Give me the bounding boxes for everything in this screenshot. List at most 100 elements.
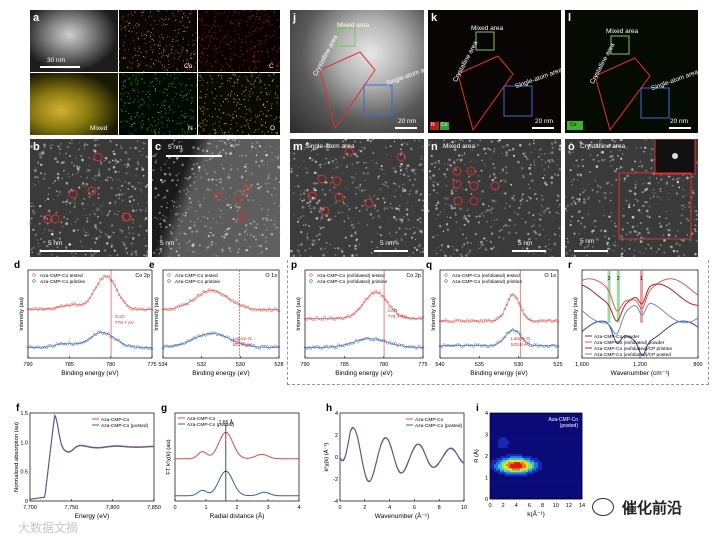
panel-k-mixed-label: Mixed area xyxy=(471,25,504,32)
chart-d-series-pristine-point xyxy=(30,345,34,349)
panel-j-scale-label: 20 nm xyxy=(398,118,417,125)
chart-i-cell xyxy=(506,413,509,416)
stem-grain-2 xyxy=(397,207,400,210)
stem-grain-0 xyxy=(128,232,131,235)
eds-dot-1 xyxy=(268,21,270,23)
stem-grain-1 xyxy=(168,173,172,176)
stem-grain-0 xyxy=(145,155,148,158)
chart-r-xtick-label: 1,600 xyxy=(575,362,589,368)
stem-grain-0 xyxy=(122,241,126,245)
chart-i-cell xyxy=(496,464,499,467)
stem-grain-1 xyxy=(245,224,248,227)
stem-grain-1 xyxy=(211,243,214,246)
eds-dot-2 xyxy=(168,83,170,85)
stem-grain-0 xyxy=(49,145,51,147)
stem-grain-0 xyxy=(93,204,95,206)
chart-i-cell xyxy=(534,445,537,449)
stem-grain-3 xyxy=(509,204,511,207)
panel-b-scale-label: 5 nm xyxy=(48,240,63,247)
eds-dot-2 xyxy=(153,85,154,87)
stem-grain-3 xyxy=(450,205,454,209)
eds-dot-1 xyxy=(213,37,215,39)
stem-grain-3 xyxy=(446,197,449,200)
chart-q-series-tested-point xyxy=(462,319,465,323)
stem-grain-1 xyxy=(192,250,195,253)
stem-grain-2 xyxy=(406,202,408,204)
eds-dot-2 xyxy=(127,93,129,95)
eds-dot-1 xyxy=(239,56,241,57)
stem-grain-4 xyxy=(645,247,647,250)
eds-dot-3 xyxy=(251,75,252,77)
chart-d-series-tested-point xyxy=(80,304,83,307)
chart-q-series-tested-point xyxy=(478,320,481,324)
eds-dot-2 xyxy=(155,125,157,126)
stem-grain-2 xyxy=(388,232,391,235)
eds-dot-1 xyxy=(254,61,256,63)
eds-dot-3 xyxy=(262,124,263,126)
eds-dot-1 xyxy=(276,65,278,67)
stem-grain-2 xyxy=(394,182,397,186)
eds-dot-3 xyxy=(202,106,204,108)
stem-grain-0 xyxy=(65,157,67,159)
chart-d-series-tested-point xyxy=(57,305,61,309)
chart-p-series-tested-point xyxy=(339,316,342,320)
chart-i-cell xyxy=(536,417,539,420)
stem-grain-3 xyxy=(442,243,444,246)
chart-i-cell xyxy=(506,425,509,428)
eds-dot-1 xyxy=(219,30,221,31)
chart-i-cell xyxy=(536,474,539,477)
panel-letter-p: p xyxy=(291,260,297,271)
eds-dot-1 xyxy=(235,12,237,14)
eds-dot-0 xyxy=(164,24,166,26)
stem-grain-2 xyxy=(318,210,321,213)
chart-i-cell xyxy=(490,431,493,434)
chart-q-series-pristine-point xyxy=(527,341,530,344)
eds-dot-0 xyxy=(173,15,175,17)
stem-grain-0 xyxy=(85,187,87,189)
chart-q-series-tested-point xyxy=(454,318,457,322)
chart-i-cell xyxy=(516,458,519,461)
chart-i-cell xyxy=(540,486,543,490)
stem-grain-4 xyxy=(581,216,584,219)
stem-grain-4 xyxy=(639,250,641,253)
stem-grain-1 xyxy=(271,152,273,155)
stem-grain-0 xyxy=(65,248,67,251)
stem-grain-2 xyxy=(300,230,303,234)
eds-dot-0 xyxy=(134,47,136,49)
stem-grain-3 xyxy=(457,154,461,157)
eds-dot-3 xyxy=(270,114,272,116)
eds-dot-1 xyxy=(215,61,217,63)
stem-grain-4 xyxy=(659,190,662,193)
eds-dot-0 xyxy=(138,64,140,66)
chart-i-cell xyxy=(492,460,495,463)
chart-i-cell xyxy=(530,423,533,426)
stem-grain-1 xyxy=(237,251,239,254)
stem-grain-2 xyxy=(387,185,390,188)
stem-grain-2 xyxy=(399,165,401,168)
chart-i-cell xyxy=(538,476,541,479)
chart-i-cell xyxy=(532,425,535,428)
chart-i-cell xyxy=(516,431,519,434)
stem-grain-1 xyxy=(255,141,259,144)
chart-p-series-pristine-point xyxy=(343,344,346,347)
stem-grain-1 xyxy=(178,232,181,235)
stem-grain-0 xyxy=(110,176,112,179)
eds-dot-3 xyxy=(212,82,214,84)
chart-i-cell xyxy=(518,474,521,477)
chart-i-cell xyxy=(522,468,525,471)
chart-i-cell xyxy=(508,425,511,428)
panel-a-co-map xyxy=(119,10,197,72)
stem-grain-3 xyxy=(453,248,456,251)
chart-i-cell xyxy=(536,431,539,434)
chart-i-cell xyxy=(512,439,515,442)
chart-i-cell xyxy=(514,439,517,442)
chart-i-cell xyxy=(512,441,515,445)
chart-i-cell xyxy=(506,437,509,440)
eds-dot-0 xyxy=(186,66,188,68)
stem-grain-1 xyxy=(264,150,266,153)
stem-grain-3 xyxy=(545,183,548,186)
stem-grain-1 xyxy=(235,239,239,242)
eds-dot-2 xyxy=(119,121,121,123)
stem-grain-0 xyxy=(56,246,59,248)
stem-grain-3 xyxy=(550,142,553,145)
